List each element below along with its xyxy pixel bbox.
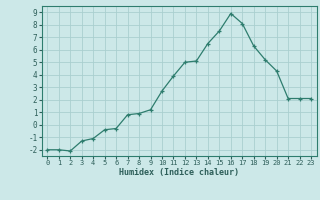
X-axis label: Humidex (Indice chaleur): Humidex (Indice chaleur) xyxy=(119,168,239,177)
